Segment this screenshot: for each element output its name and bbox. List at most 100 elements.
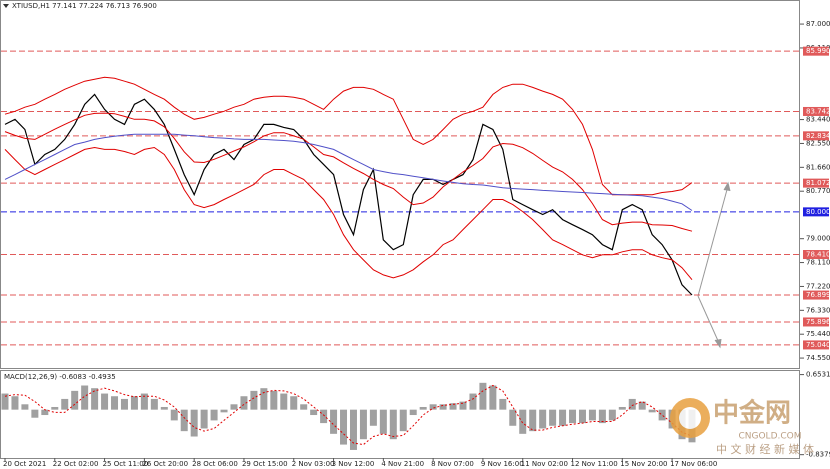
level-label: 81.072 — [806, 179, 830, 187]
y-tick-label: 81.660 — [806, 163, 830, 171]
x-tick-label: 2 Nov 03:00 — [292, 460, 335, 468]
macd-bar — [369, 409, 377, 426]
macd-bar — [419, 406, 427, 410]
macd-bar — [130, 396, 138, 410]
macd-bar — [260, 388, 268, 410]
macd-bar — [449, 403, 457, 410]
macd-bar — [489, 385, 497, 410]
level-label: 83.742 — [806, 107, 830, 115]
macd-bar — [598, 409, 606, 424]
macd-bar — [180, 409, 188, 432]
macd-bar — [101, 393, 109, 410]
macd-bar — [170, 409, 178, 421]
macd-bar — [300, 404, 308, 410]
level-label: 82.834 — [806, 132, 830, 140]
level-tag — [803, 317, 829, 327]
macd-bar — [210, 409, 218, 421]
x-tick-label: 15 Nov 20:00 — [620, 460, 667, 468]
level-tag — [803, 131, 829, 141]
macd-bar — [230, 404, 238, 410]
macd-bar — [389, 409, 397, 440]
x-tick-label: 25 Oct 11:00 — [103, 460, 149, 468]
macd-bar — [359, 409, 367, 440]
level-tag — [803, 46, 829, 56]
macd-bar — [320, 409, 328, 424]
series-line — [4, 146, 693, 281]
macd-bar — [588, 409, 596, 421]
macd-bar — [120, 398, 128, 410]
macd-bar — [578, 409, 586, 424]
macd-bar — [628, 398, 636, 410]
macd-bar — [200, 409, 208, 429]
macd-bar — [658, 409, 666, 421]
macd-bar — [429, 404, 437, 410]
macd-bar — [81, 385, 89, 410]
level-label: 75.896 — [806, 318, 830, 326]
macd-bar — [349, 409, 357, 450]
macd-bar — [499, 398, 507, 410]
level-tag — [803, 250, 829, 260]
series-line — [4, 76, 693, 196]
macd-bar — [290, 396, 298, 410]
y-tick-label: 77.220 — [806, 282, 830, 290]
y-tick-label: 75.440 — [806, 330, 830, 338]
macd-bar — [310, 409, 318, 416]
macd-bar — [539, 409, 547, 429]
chart-title: XTIUSD,H1 77.141 77.224 76.713 76.900 — [12, 2, 157, 10]
macd-bar — [569, 409, 577, 424]
macd-bar — [529, 409, 537, 432]
macd-bar — [399, 409, 407, 432]
y-tick-label: 78.110 — [806, 259, 830, 267]
y-tick-label: 0.6531 — [806, 371, 830, 379]
watermark-site: CNGOLD.COM — [738, 432, 801, 442]
macd-bar — [220, 409, 228, 413]
watermark-tagline: 中 文 财 经 新 媒 体 — [716, 442, 814, 456]
macd-title: MACD(12,26,9) -0.6083 -0.4935 — [4, 373, 116, 381]
x-tick-label: 12 Nov 11:00 — [571, 460, 618, 468]
y-tick-label: 87.000 — [806, 20, 830, 28]
level-label: 85.990 — [806, 47, 830, 55]
level-label: 80.000 — [806, 208, 830, 216]
x-tick-label: 22 Oct 02:00 — [53, 460, 99, 468]
level-tag — [803, 106, 829, 116]
macd-bar — [459, 401, 467, 410]
macd-bar — [519, 409, 527, 434]
x-tick-label: 3 Nov 12:00 — [332, 460, 375, 468]
macd-bar — [250, 390, 258, 410]
macd-bar — [648, 409, 656, 413]
watermark: 中金网 CNGOLD.COM 中 文 财 经 新 媒 体 — [670, 398, 814, 456]
macd-bar — [91, 388, 99, 410]
series-line — [4, 93, 693, 296]
macd-bar — [1, 393, 9, 410]
level-tag — [803, 290, 829, 300]
macd-bar — [549, 409, 557, 426]
level-tag — [803, 178, 829, 188]
macd-bar — [340, 409, 348, 445]
level-tag — [803, 340, 829, 350]
macd-bar — [71, 390, 79, 410]
menu-arrow[interactable] — [3, 4, 9, 8]
level-label: 76.899 — [806, 291, 830, 299]
forecast-arrows — [697, 181, 731, 349]
macd-bar — [469, 393, 477, 410]
macd-bar — [41, 409, 49, 416]
macd-bar — [150, 398, 158, 410]
macd-bar — [240, 396, 248, 410]
macd-bar — [11, 396, 19, 410]
watermark-brand: 中金网 — [713, 398, 791, 429]
y-tick-label: 76.330 — [806, 306, 830, 314]
x-tick-label: 4 Nov 21:00 — [381, 460, 424, 468]
series-line — [4, 112, 693, 232]
macd-bar — [140, 393, 148, 410]
macd-bar — [190, 409, 198, 437]
x-tick-label: 11 Nov 02:00 — [521, 460, 568, 468]
level-tag — [803, 207, 829, 217]
y-tick-label: 74.550 — [806, 354, 830, 362]
macd-bar — [61, 398, 69, 410]
level-label: 78.410 — [806, 251, 830, 259]
y-tick-label: 83.440 — [806, 116, 830, 124]
watermark-logo-inner — [679, 407, 701, 429]
y-tick-label: 82.550 — [806, 139, 830, 147]
price-panel — [0, 0, 800, 369]
